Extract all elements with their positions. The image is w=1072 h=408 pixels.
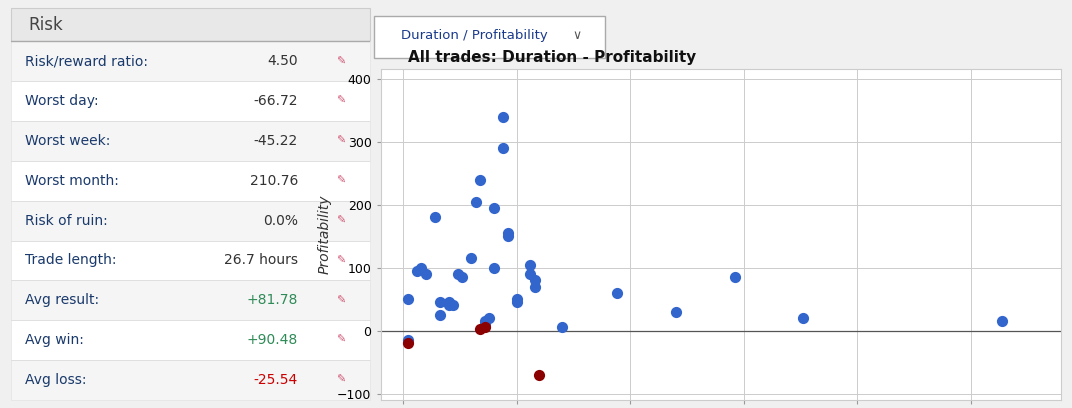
Point [526,277,544,284]
Point [413,264,430,271]
Text: All trades: Duration - Profitability: All trades: Duration - Profitability [407,51,696,65]
Text: -25.54: -25.54 [254,373,298,387]
Point [399,337,416,343]
Bar [11,81,370,121]
Bar [11,121,370,161]
Point [472,176,489,183]
Point [417,271,434,277]
Point [481,315,498,321]
Point [794,315,812,321]
Point [440,302,457,309]
Text: Worst week:: Worst week: [25,134,110,148]
Text: 26.7 hours: 26.7 hours [224,253,298,268]
Text: +81.78: +81.78 [247,293,298,307]
Text: 0.0%: 0.0% [263,214,298,228]
Text: Risk/reward ratio:: Risk/reward ratio: [25,54,148,69]
Point [408,268,426,274]
Point [667,308,684,315]
Text: -66.72: -66.72 [253,94,298,108]
Point [522,261,539,268]
Bar [11,8,370,42]
Text: ✎: ✎ [337,136,346,146]
Point [449,271,466,277]
Text: ✎: ✎ [337,96,346,106]
Point [463,255,480,262]
Point [486,204,503,211]
Point [500,233,517,239]
Text: ✎: ✎ [337,375,346,385]
Bar [11,320,370,360]
Text: Risk: Risk [29,16,63,34]
Text: ✎: ✎ [337,335,346,345]
Point [531,371,548,378]
Text: +90.48: +90.48 [247,333,298,347]
Point [399,296,416,302]
Point [494,145,511,151]
Point [608,290,625,296]
Text: ✎: ✎ [337,56,346,67]
Text: ✎: ✎ [337,176,346,186]
Text: ✎: ✎ [337,295,346,305]
Point [427,214,444,221]
Point [508,296,525,302]
Bar [11,201,370,241]
Point [526,283,544,290]
Point [476,318,493,324]
Point [522,271,539,277]
Point [508,299,525,306]
Point [553,324,570,331]
Point [500,230,517,236]
Bar [11,280,370,320]
Y-axis label: Profitability: Profitability [317,195,331,274]
Point [486,264,503,271]
Text: ∨: ∨ [572,29,581,42]
Text: 4.50: 4.50 [267,54,298,69]
Text: Avg result:: Avg result: [25,293,100,307]
Bar [11,241,370,280]
Text: Worst month:: Worst month: [25,174,119,188]
Point [440,299,457,306]
Point [472,326,489,333]
FancyBboxPatch shape [374,16,606,58]
Text: Avg loss:: Avg loss: [25,373,87,387]
Point [431,312,448,318]
Point [431,299,448,306]
Point [467,198,485,205]
Point [994,318,1011,324]
Text: Risk of ruin:: Risk of ruin: [25,214,108,228]
Text: Avg win:: Avg win: [25,333,84,347]
Text: Duration / Profitability: Duration / Profitability [401,29,548,42]
Text: ✎: ✎ [337,255,346,266]
Point [399,340,416,346]
Bar [11,42,370,81]
Bar [11,161,370,201]
Point [453,274,471,280]
Point [494,113,511,120]
Text: Worst day:: Worst day: [25,94,99,108]
Point [476,321,493,328]
Point [476,324,493,331]
Bar [11,360,370,400]
Text: 210.76: 210.76 [250,174,298,188]
Point [445,302,462,309]
Text: -45.22: -45.22 [254,134,298,148]
Point [726,274,743,280]
Text: ✎: ✎ [337,216,346,226]
Text: Trade length:: Trade length: [25,253,117,268]
